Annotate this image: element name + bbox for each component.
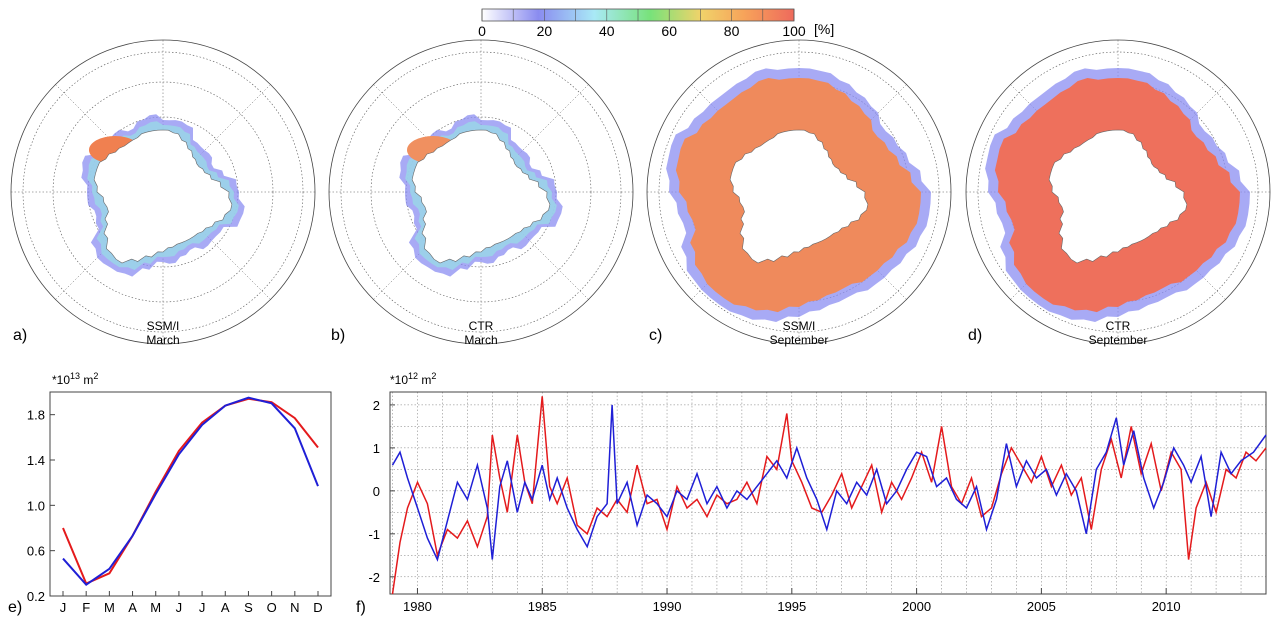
colorbar-tick-label: 0 [478, 23, 486, 39]
unit-label: *1013 m2 [52, 371, 98, 387]
map-source-label: CTR [469, 319, 494, 333]
unit-square: 2 [93, 371, 98, 381]
antarctica-land [93, 129, 233, 264]
x-tick-label: A [221, 600, 230, 615]
colorbar-tick-label: 40 [599, 23, 615, 39]
map-panel-letter: b) [331, 327, 345, 344]
x-tick-label: J [199, 600, 206, 615]
colorbar-unit: [%] [814, 21, 834, 37]
map-source-label: CTR [1106, 319, 1131, 333]
plot-frame [389, 391, 1267, 595]
x-tick-label: M [104, 600, 115, 615]
series-line [391, 404, 1267, 562]
unit-exponent: 12 [408, 371, 418, 381]
y-tick-label: 1.4 [27, 453, 45, 468]
series-line [391, 396, 1267, 595]
y-tick-label: 1.0 [27, 498, 45, 513]
x-tick-label: 2000 [902, 599, 931, 614]
unit-suffix: m [80, 373, 93, 387]
map-month-label: September [1089, 333, 1148, 347]
map-source-label: SSM/I [783, 319, 816, 333]
unit-square: 2 [431, 371, 436, 381]
unit-exponent: 13 [70, 371, 80, 381]
x-tick-label: 1995 [777, 599, 806, 614]
map-month-label: March [146, 333, 179, 347]
colorbar-tick-label: 20 [537, 23, 553, 39]
y-tick-label: 2 [373, 398, 380, 413]
plot-frame [49, 391, 332, 597]
y-tick-label: 0.2 [27, 589, 45, 604]
x-tick-label: J [176, 600, 183, 615]
colorbar: 0 20 40 60 80 100 [%] [478, 8, 834, 39]
x-tick-label: 2005 [1027, 599, 1056, 614]
map-panel-letter: c) [649, 327, 662, 344]
y-tick-label: -1 [368, 527, 380, 542]
antarctica-land [1048, 129, 1188, 264]
x-tick-label: 2010 [1152, 599, 1181, 614]
y-tick-label: 1.8 [27, 408, 45, 423]
panel-letter: e) [8, 599, 22, 616]
x-tick-label: 1985 [528, 599, 557, 614]
colorbar-tick-label: 60 [661, 23, 677, 39]
y-tick-label: 0 [373, 484, 380, 499]
x-tick-label: 1990 [653, 599, 682, 614]
map-month-label: March [464, 333, 497, 347]
colorbar-tick-label: 100 [782, 23, 806, 39]
x-tick-label: S [244, 600, 253, 615]
map-panel-letter: a) [13, 327, 27, 344]
x-tick-label: A [128, 600, 137, 615]
antarctica-land [411, 129, 551, 264]
x-tick-label: D [313, 600, 322, 615]
map-month-label: September [770, 333, 829, 347]
map-panel-letter: d) [968, 327, 982, 344]
series-line [62, 396, 319, 587]
colorbar-tick-label: 80 [724, 23, 740, 39]
map-source-label: SSM/I [147, 319, 180, 333]
y-tick-label: 1 [373, 441, 380, 456]
unit-suffix: m [418, 373, 431, 387]
unit-label: *1012 m2 [390, 371, 436, 387]
y-tick-label: -2 [368, 570, 380, 585]
x-tick-label: N [290, 600, 299, 615]
x-tick-label: J [60, 600, 67, 615]
x-tick-label: F [82, 600, 90, 615]
x-tick-label: O [267, 600, 277, 615]
seasonal-cycle-chart: 0.20.61.01.41.8J F M A M J J A S O N D*1013 m2e) [8, 371, 332, 616]
panel-letter: f) [356, 599, 366, 616]
x-tick-label: M [150, 600, 161, 615]
antarctica-land [729, 129, 869, 264]
x-tick-label: 1980 [403, 599, 432, 614]
y-tick-label: 0.6 [27, 544, 45, 559]
series-line [62, 397, 319, 585]
